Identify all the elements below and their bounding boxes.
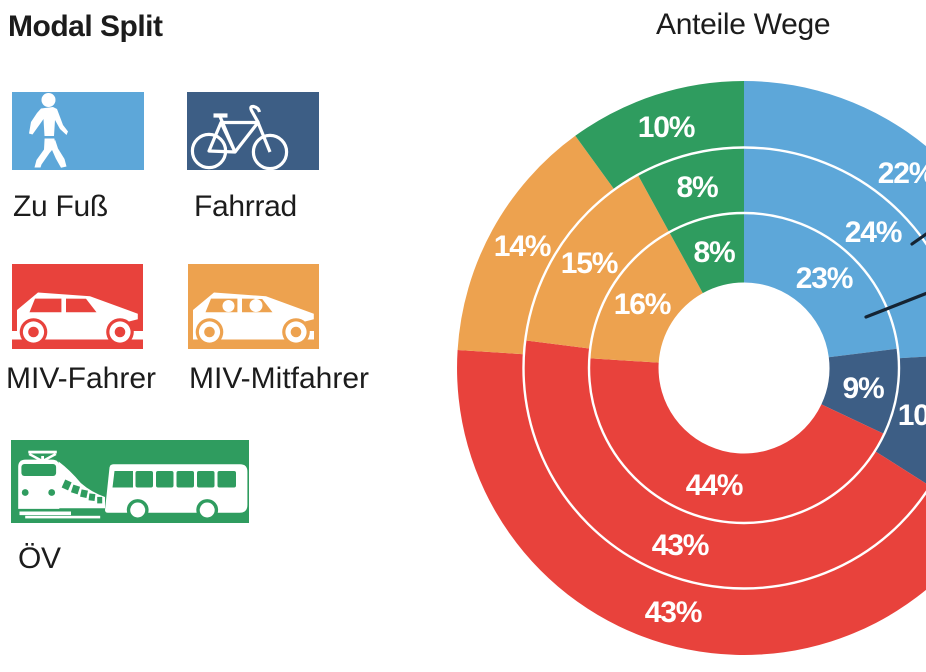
- svg-text:22%: 22%: [878, 157, 926, 190]
- svg-text:9%: 9%: [843, 372, 884, 405]
- svg-text:16%: 16%: [614, 288, 671, 321]
- svg-text:8%: 8%: [694, 236, 735, 269]
- svg-text:15%: 15%: [561, 247, 618, 280]
- svg-text:44%: 44%: [686, 469, 743, 502]
- svg-text:14%: 14%: [494, 230, 551, 263]
- svg-text:24%: 24%: [845, 216, 902, 249]
- svg-text:8%: 8%: [677, 171, 718, 204]
- svg-text:10%: 10%: [638, 111, 695, 144]
- svg-text:43%: 43%: [645, 596, 702, 629]
- svg-text:43%: 43%: [652, 529, 709, 562]
- svg-text:23%: 23%: [796, 262, 853, 295]
- svg-text:10%: 10%: [898, 399, 926, 432]
